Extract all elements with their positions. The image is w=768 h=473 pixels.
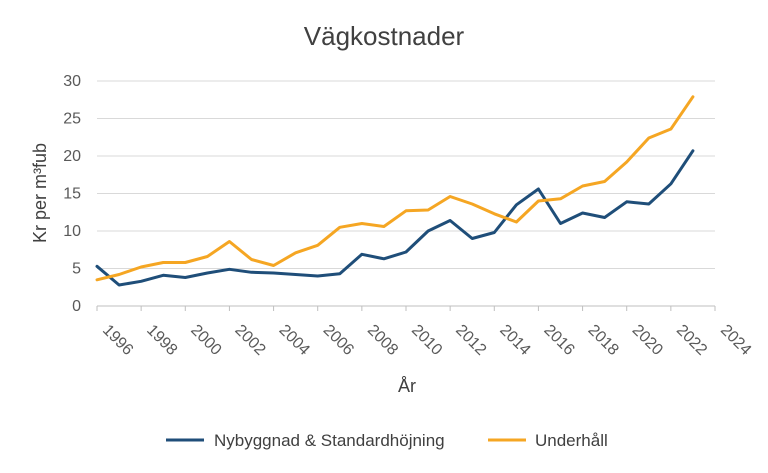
x-tick-label: 2012 (452, 322, 489, 359)
x-tick-label: 1996 (99, 322, 136, 359)
x-tick-label: 2022 (673, 322, 710, 359)
legend-label-0: Nybyggnad & Standardhöjning (214, 431, 445, 450)
series-lines (95, 95, 695, 287)
chart-title: Vägkostnader (304, 21, 465, 51)
x-tick-label: 2018 (585, 322, 622, 359)
x-tick-label: 2002 (231, 322, 268, 359)
series-line-0 (95, 149, 695, 287)
y-tick-label: 5 (72, 261, 81, 278)
x-tick-label: 2024 (717, 322, 754, 359)
x-tick-label: 2004 (276, 322, 313, 359)
gridlines (97, 80, 715, 269)
y-tick-label: 20 (63, 148, 81, 165)
y-tick-label: 0 (72, 298, 81, 315)
y-axis-label: Kr per m³fub (30, 143, 50, 243)
y-tick-label: 25 (63, 111, 81, 128)
x-tick-label: 1998 (143, 322, 180, 359)
x-tick-label: 2008 (364, 322, 401, 359)
x-axis-label: År (398, 376, 416, 396)
y-tick-label: 15 (63, 186, 81, 203)
x-tick-label: 2000 (187, 322, 224, 359)
x-tick-label: 2016 (540, 322, 577, 359)
legend: Nybyggnad & Standardhöjning Underhåll (166, 431, 608, 450)
y-tick-label: 30 (63, 73, 81, 90)
axes: 0 5 10 15 20 25 30 1996 1998 2000 2002 2004 2006 2008… (63, 73, 754, 359)
legend-label-1: Underhåll (535, 431, 608, 450)
y-tick-label: 10 (63, 223, 81, 240)
x-tick-label: 2006 (320, 322, 357, 359)
x-tick-label: 2020 (629, 322, 666, 359)
series-line-1 (95, 95, 695, 282)
x-tick-label: 2010 (408, 322, 445, 359)
x-tick-label: 2014 (496, 322, 533, 359)
